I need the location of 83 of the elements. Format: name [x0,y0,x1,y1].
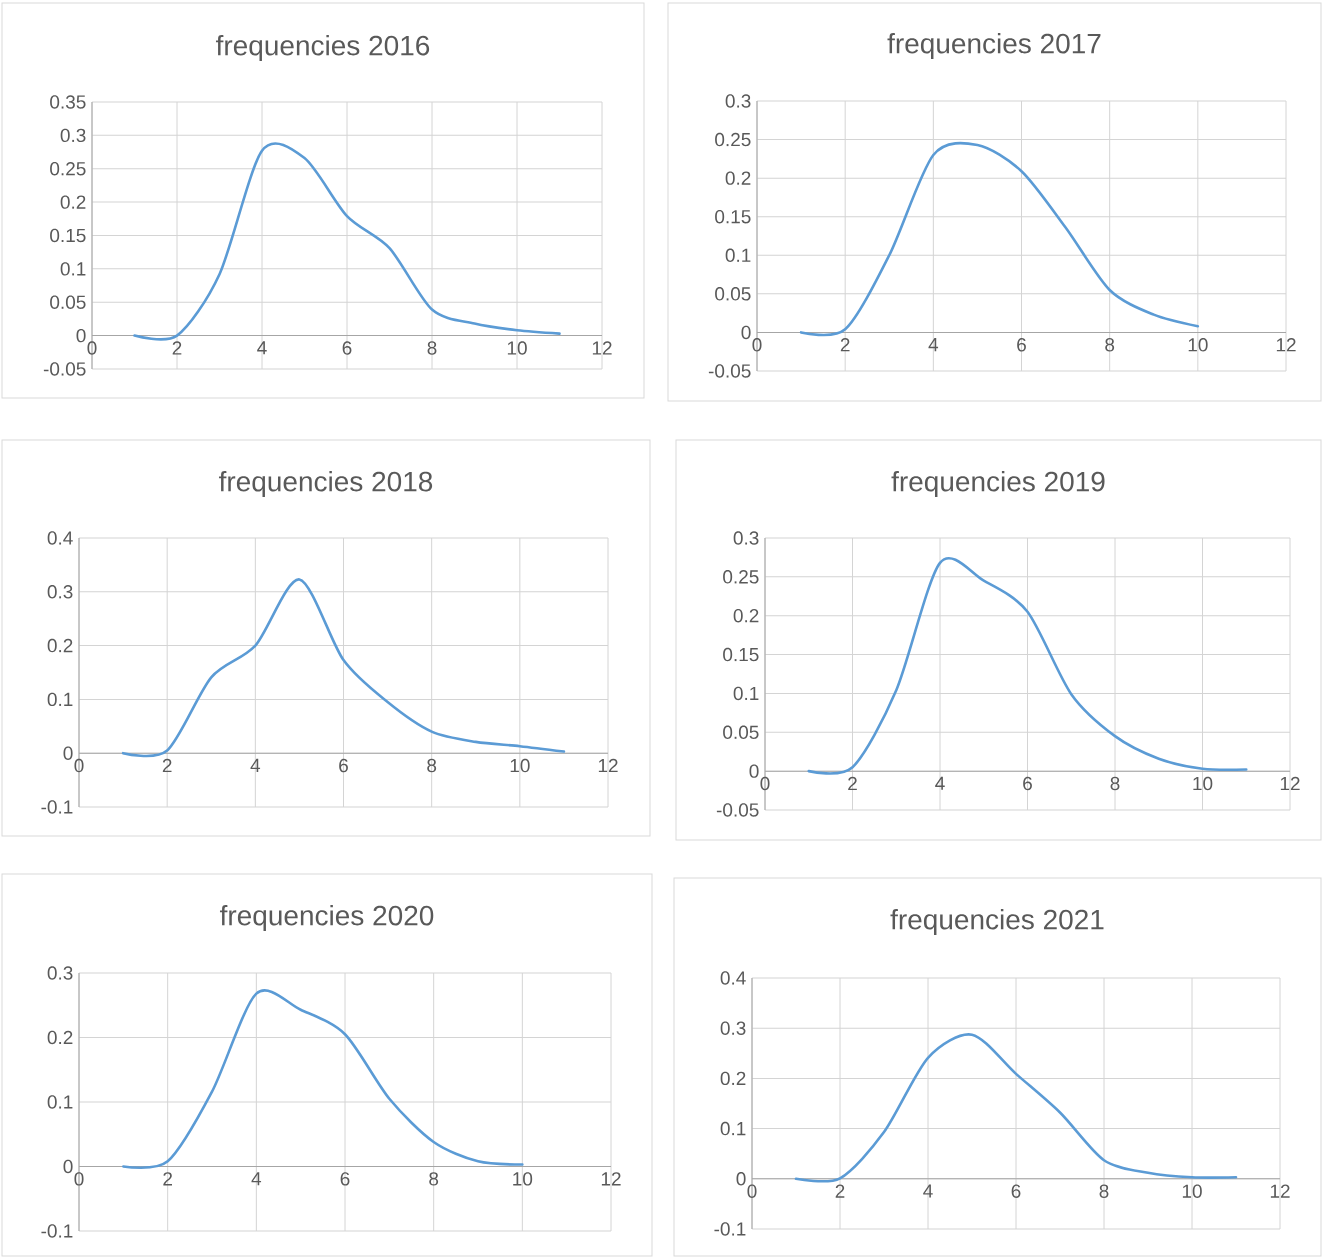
x-tick-label: 4 [250,758,261,772]
y-tick-label: 0.35 [50,95,86,109]
x-tick-label: 2 [840,338,850,352]
y-tick-label: 0.3 [47,966,73,980]
x-tick-label: 0 [760,776,770,791]
x-tick-label: 6 [1017,338,1026,352]
x-tick-label: 8 [1099,1184,1109,1198]
x-tick-label: 8 [429,1172,439,1186]
chart-title: frequencies 2016 [215,34,430,62]
x-tick-label: 4 [257,341,267,355]
x-tick-label: 4 [251,1172,262,1186]
y-tick-label: 0.2 [725,171,751,185]
x-tick-label: 12 [598,758,618,773]
y-tick-label: -0.05 [708,364,751,378]
x-tick-label: 0 [87,341,97,355]
x-tick-label: 6 [1011,1184,1021,1198]
y-tick-label: 0 [741,325,751,340]
x-tick-label: 10 [510,758,530,773]
y-tick-label: 0.3 [720,1021,746,1035]
x-tick-label: 6 [340,1172,350,1186]
y-tick-label: 0.2 [47,638,73,653]
x-tick-label: 2 [172,341,182,355]
y-tick-label: 0 [63,746,73,760]
y-tick-label: 0.4 [720,971,746,985]
x-tick-label: 12 [1276,338,1296,352]
x-tick-label: 4 [928,338,939,352]
y-tick-label: 0.25 [723,570,759,584]
x-tick-label: 8 [427,341,437,355]
x-tick-label: 6 [339,758,348,773]
y-tick-label: -0.05 [43,362,86,376]
y-tick-label: 0.1 [47,1095,73,1109]
y-tick-label: 0.05 [50,295,86,309]
y-tick-label: 0.3 [47,585,73,599]
y-tick-label: -0.1 [41,800,73,814]
y-tick-label: 0.1 [60,262,86,276]
x-tick-label: 2 [163,1172,172,1186]
x-tick-label: 8 [427,758,437,773]
y-tick-label: 0.25 [50,162,86,176]
x-tick-label: 6 [342,341,352,355]
y-tick-label: 0.15 [715,209,751,224]
chart-title: frequencies 2018 [218,470,433,498]
y-tick-label: 0.1 [47,692,73,707]
x-tick-label: 10 [1182,1184,1202,1198]
x-tick-label: 12 [1270,1184,1290,1198]
y-tick-label: 0.1 [725,248,751,262]
x-tick-label: 8 [1105,338,1115,352]
y-tick-label: -0.05 [716,803,759,817]
y-tick-label: 0.05 [723,725,759,739]
y-tick-label: 0.2 [720,1071,746,1086]
y-tick-label: 0.2 [733,608,759,623]
x-tick-label: 10 [507,341,527,355]
x-tick-label: 2 [162,758,172,773]
x-tick-label: 12 [1280,776,1300,791]
y-tick-label: 0.3 [725,94,751,108]
x-tick-label: 10 [1193,776,1213,791]
x-tick-label: 12 [592,341,612,355]
x-tick-label: 6 [1023,776,1032,791]
y-tick-label: 0.1 [733,686,759,701]
y-tick-label: -0.1 [41,1224,73,1238]
y-tick-label: 0.2 [60,195,86,209]
chart-title: frequencies 2019 [891,470,1105,498]
x-tick-label: 2 [848,776,857,791]
x-tick-label: 8 [1110,776,1120,791]
y-tick-label: 0.15 [723,647,759,662]
x-tick-label: 4 [935,776,945,790]
y-tick-label: 0 [63,1159,73,1174]
y-tick-label: 0.4 [47,531,73,545]
chart-title: frequencies 2020 [219,904,434,932]
y-tick-label: 0.15 [50,228,86,243]
x-tick-label: 4 [923,1184,933,1198]
y-tick-label: 0.05 [715,287,751,301]
y-tick-label: 0.1 [720,1121,746,1136]
x-tick-label: 10 [1188,338,1208,352]
y-tick-label: 0.3 [60,128,86,143]
x-tick-label: 2 [835,1184,845,1198]
x-tick-label: 10 [513,1172,533,1186]
chart-title: frequencies 2021 [890,908,1104,936]
y-tick-label: 0.25 [715,132,751,147]
x-tick-label: 12 [601,1172,621,1186]
y-tick-label: 0.2 [47,1030,73,1045]
y-tick-label: 0.3 [733,531,759,545]
chart-title: frequencies 2017 [887,32,1101,60]
y-tick-label: -0.1 [714,1222,746,1236]
